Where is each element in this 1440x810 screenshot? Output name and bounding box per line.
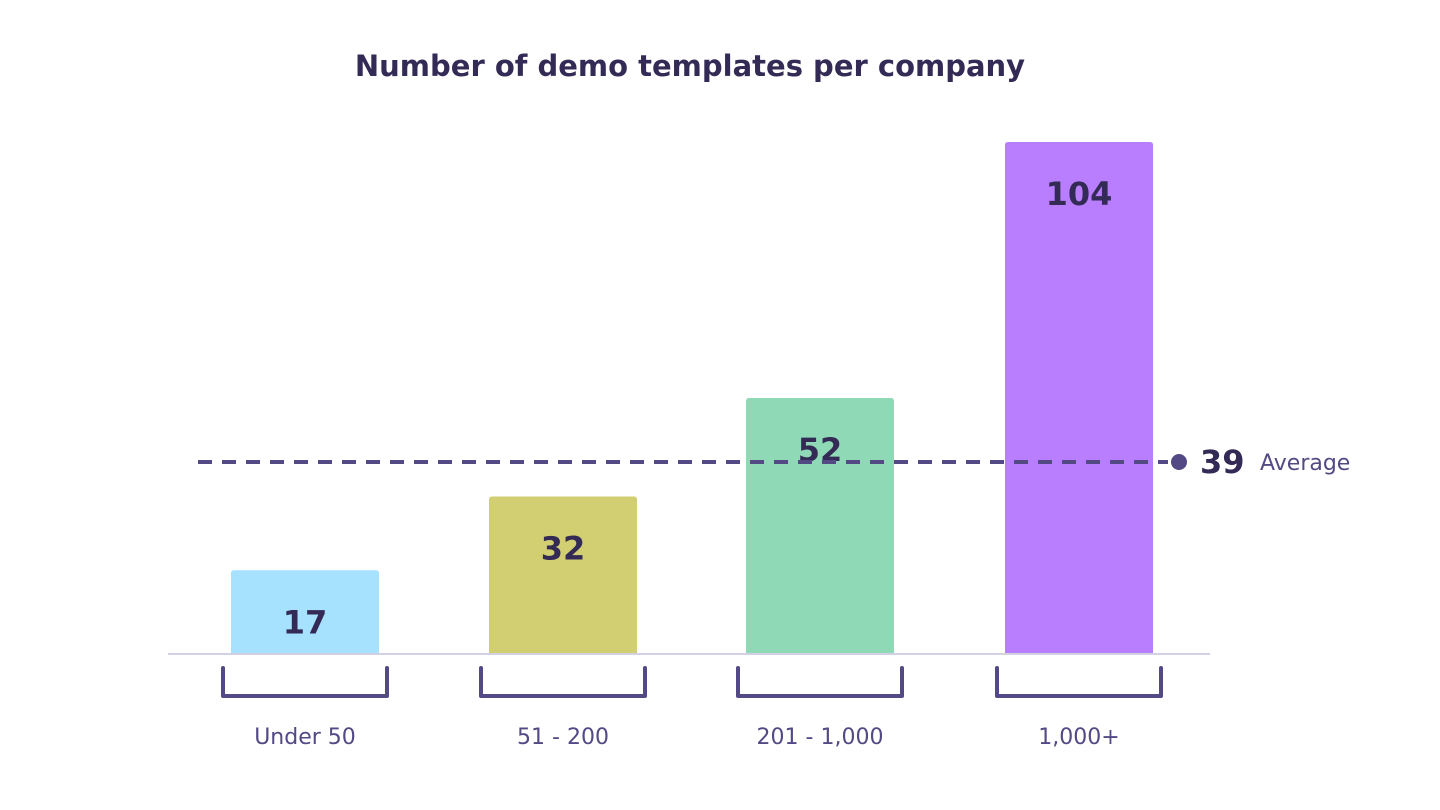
bar [1005,142,1153,654]
bar-value-label: 17 [283,603,328,641]
bar [231,570,379,654]
bar-value-label: 32 [541,529,586,567]
average-dot [1171,454,1187,470]
category-bracket [736,666,904,698]
average-value-label: 39 [1200,443,1245,481]
category-labels-layer: Under 50 51 - 200 201 - 1,000 1,000+ [221,666,1163,750]
category-label: 1,000+ [1038,725,1119,750]
category-bracket [995,666,1163,698]
average-label: Average [1260,451,1350,476]
bar-value-label: 104 [1046,175,1113,213]
category-bracket [479,666,647,698]
category-label: 51 - 200 [517,725,609,750]
category-label: 201 - 1,000 [757,725,884,750]
category-label: Under 50 [254,725,356,750]
average-marker: 39 Average [198,443,1350,481]
category-bracket [221,666,389,698]
chart-title: Number of demo templates per company [355,49,1025,83]
bar [489,496,637,654]
